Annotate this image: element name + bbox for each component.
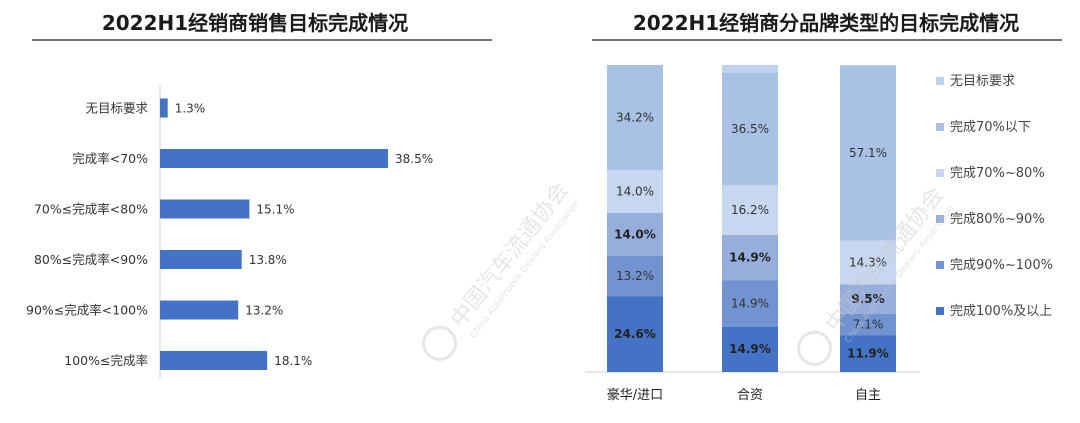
segment-value-label: 14.9%	[731, 296, 769, 310]
value-label: 15.1%	[256, 203, 294, 217]
legend-swatch	[936, 77, 944, 85]
x-category-label: 豪华/进口	[607, 387, 663, 403]
legend-label: 完成100%及以上	[950, 304, 1052, 319]
watermark-text-left: 中国汽车流通协会	[446, 178, 574, 332]
segment-value-label: 34.2%	[616, 111, 654, 125]
category-label: 无目标要求	[85, 101, 148, 116]
value-label: 38.5%	[395, 152, 433, 166]
watermark-logo-icon	[422, 325, 458, 361]
legend-label: 完成70%以下	[950, 120, 1031, 135]
stack-segment	[722, 326, 778, 372]
bar	[160, 351, 268, 370]
value-label: 18.1%	[274, 354, 312, 368]
watermark-left: 中国汽车流通协会 China Automobile Dealers Associ…	[422, 178, 582, 361]
category-label: 70%≤完成率<80%	[34, 202, 148, 217]
segment-value-label: 57.1%	[849, 146, 887, 160]
stack-segment	[607, 170, 663, 213]
left-bars: 无目标要求 1.3% 完成率<70% 38.5% 70%≤完成率<80% 15.1% 80%…	[26, 98, 433, 370]
bar	[160, 199, 250, 219]
category-label: 完成率<70%	[72, 151, 148, 166]
left-chart-title: 2022H1经销商销售目标完成情况	[102, 11, 408, 35]
right-chart-title: 2022H1经销商分品牌类型的目标完成情况	[633, 11, 1019, 35]
legend-label: 完成90%~100%	[950, 258, 1053, 273]
legend-swatch	[936, 307, 944, 315]
value-label: 1.3%	[175, 102, 206, 116]
segment-value-label: 9.5%	[851, 292, 884, 306]
right-chart: 2022H1经销商分品牌类型的目标完成情况 24.6% 13.2% 14.0% 14.…	[585, 11, 1062, 403]
stack-segment	[722, 280, 778, 327]
value-label: 13.8%	[249, 253, 287, 267]
x-category-label: 自主	[855, 388, 881, 403]
segment-value-label: 14.3%	[849, 256, 887, 270]
legend-swatch	[936, 215, 944, 223]
legend-swatch	[936, 123, 944, 131]
bar	[160, 300, 239, 320]
stack-segment	[607, 65, 663, 170]
stack-segment	[840, 335, 896, 372]
stack-segment	[607, 213, 663, 256]
segment-value-label: 14.0%	[616, 185, 654, 199]
bar	[160, 98, 168, 118]
segment-value-label: 13.2%	[616, 269, 654, 283]
stack-segment	[840, 240, 896, 285]
segment-value-label: 11.9%	[847, 347, 889, 361]
category-label: 90%≤完成率<100%	[26, 303, 148, 318]
x-category-label: 合资	[737, 388, 763, 403]
stack-segment	[722, 185, 778, 235]
stack-segment	[722, 65, 778, 73]
legend-swatch	[936, 169, 944, 177]
left-chart: 2022H1经销商销售目标完成情况 无目标要求 1.3% 完成率<70% 38.5% 7…	[26, 11, 492, 378]
segment-value-label: 7.1%	[853, 318, 884, 332]
segment-value-label: 16.2%	[731, 203, 769, 217]
stack-segment	[840, 284, 896, 314]
legend-label: 完成70%~80%	[950, 166, 1045, 181]
segment-value-label: 14.9%	[729, 251, 771, 265]
stack-segment	[840, 313, 896, 336]
segment-value-label: 36.5%	[731, 122, 769, 136]
bar	[160, 250, 242, 269]
stack-segment	[722, 234, 778, 281]
stack-segment	[607, 296, 663, 372]
legend-label: 完成80%~90%	[950, 212, 1045, 227]
value-label: 13.2%	[245, 304, 283, 318]
category-label: 80%≤完成率<90%	[34, 252, 148, 267]
segment-value-label: 14.0%	[614, 228, 656, 242]
segment-value-label: 14.9%	[729, 342, 771, 356]
stack-segment	[840, 65, 896, 241]
bar	[160, 149, 388, 168]
stack-segment	[722, 73, 778, 186]
segment-value-label: 24.6%	[614, 327, 656, 341]
right-bars: 24.6% 13.2% 14.0% 14.0% 34.2% 豪华/进口 14.9% 14.9%…	[607, 65, 896, 403]
legend-swatch	[936, 261, 944, 269]
watermark-logo-icon	[797, 330, 833, 366]
category-label: 100%≤完成率	[64, 353, 148, 368]
stack-segment	[607, 256, 663, 297]
legend-label: 无目标要求	[950, 74, 1015, 89]
